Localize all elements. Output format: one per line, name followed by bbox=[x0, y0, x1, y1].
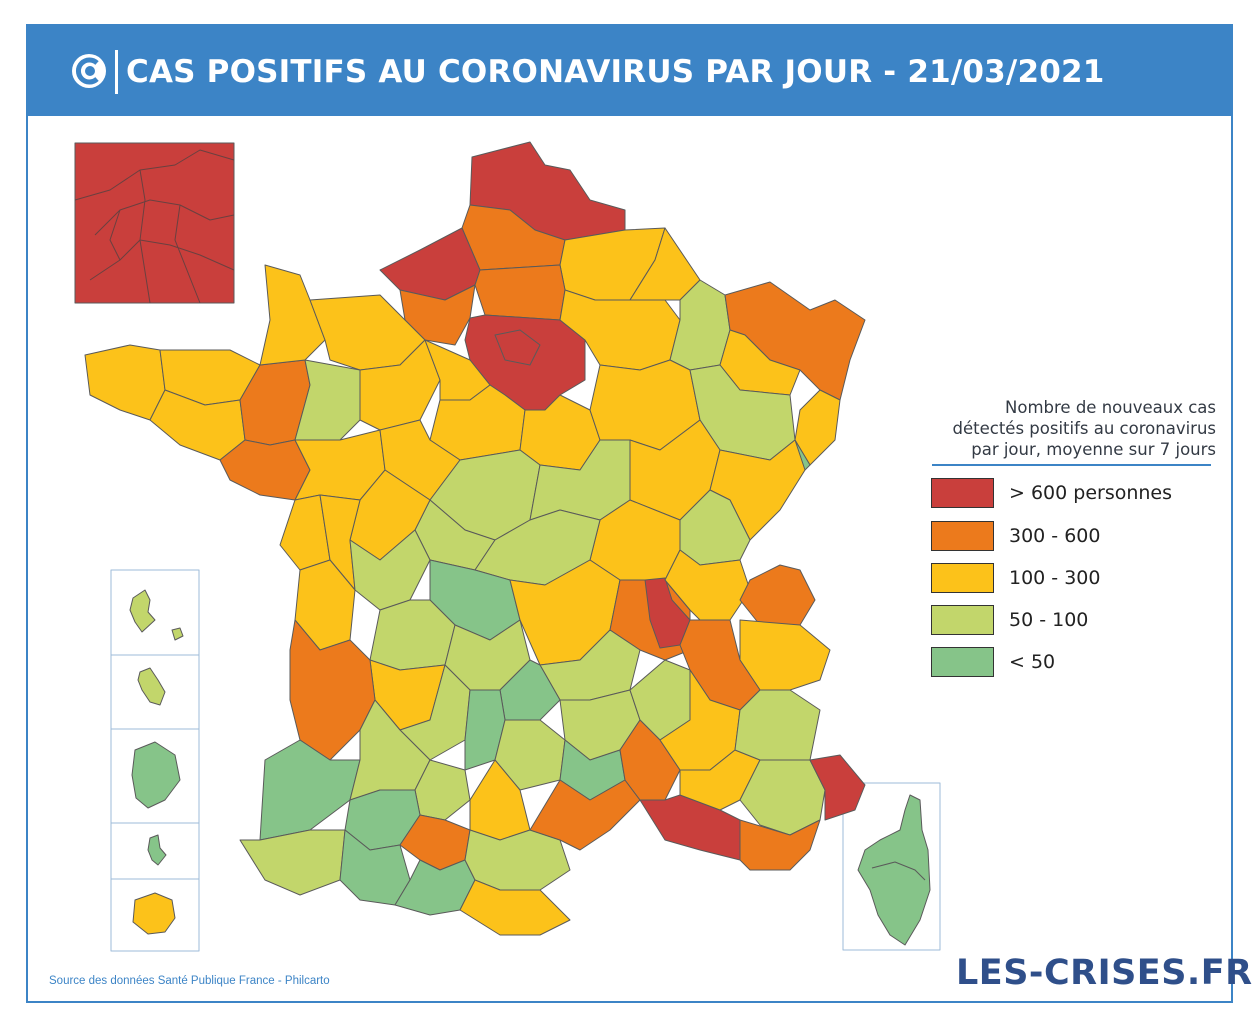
legend-swatch bbox=[931, 605, 994, 635]
legend-swatch bbox=[931, 478, 994, 508]
legend-swatch bbox=[931, 647, 994, 677]
brand-logo-text[interactable]: LES-CRISES.FR bbox=[956, 953, 1253, 993]
legend-divider bbox=[932, 464, 1211, 466]
les-crises-logo-icon bbox=[72, 54, 106, 88]
legend-title: Nombre de nouveaux cas détectés positifs… bbox=[926, 397, 1216, 460]
legend-label: < 50 bbox=[1009, 651, 1056, 673]
page-title: CAS POSITIFS AU CORONAVIRUS PAR JOUR - 2… bbox=[126, 54, 1105, 90]
legend-label: > 600 personnes bbox=[1009, 482, 1173, 504]
legend-swatch bbox=[931, 563, 994, 593]
legend-title-line: Nombre de nouveaux cas bbox=[1005, 398, 1216, 417]
source-credit: Source des données Santé Publique France… bbox=[49, 975, 330, 987]
legend-label: 300 - 600 bbox=[1009, 525, 1101, 547]
legend-swatch bbox=[931, 521, 994, 551]
header-separator bbox=[115, 50, 118, 94]
legend-title-line: détectés positifs au coronavirus bbox=[952, 419, 1216, 438]
legend-label: 50 - 100 bbox=[1009, 609, 1089, 631]
paris-inset bbox=[74, 142, 235, 304]
inset-guadeloupe bbox=[110, 569, 200, 656]
legend-label: 100 - 300 bbox=[1009, 567, 1101, 589]
header-banner bbox=[26, 24, 1233, 116]
legend-title-line: par jour, moyenne sur 7 jours bbox=[971, 440, 1216, 459]
